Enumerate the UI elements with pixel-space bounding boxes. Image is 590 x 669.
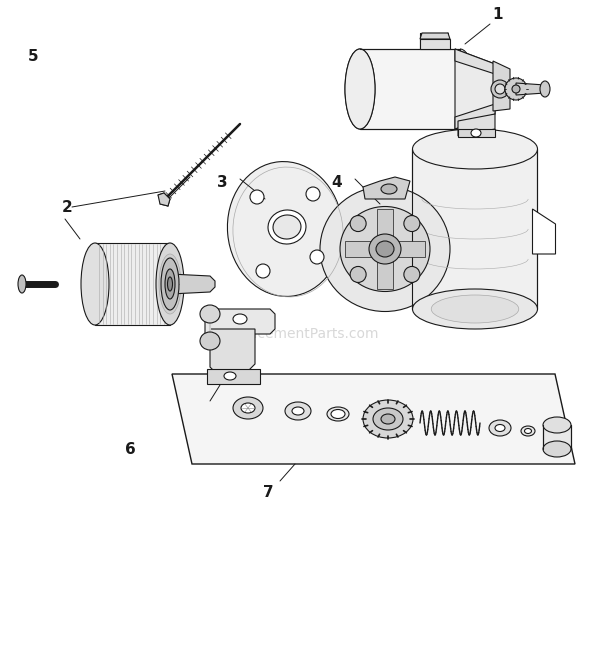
Polygon shape: [207, 369, 260, 384]
Ellipse shape: [381, 184, 397, 194]
Polygon shape: [455, 104, 495, 129]
Ellipse shape: [273, 215, 301, 239]
Polygon shape: [210, 329, 255, 374]
Polygon shape: [420, 33, 450, 39]
Ellipse shape: [543, 417, 571, 433]
Text: 3: 3: [217, 175, 228, 190]
Circle shape: [250, 190, 264, 204]
Polygon shape: [458, 114, 495, 136]
Circle shape: [404, 266, 420, 282]
Ellipse shape: [491, 80, 509, 98]
Ellipse shape: [505, 78, 527, 100]
Circle shape: [256, 264, 270, 278]
Polygon shape: [95, 243, 170, 325]
Ellipse shape: [168, 277, 172, 291]
Text: 2: 2: [62, 199, 73, 215]
Polygon shape: [158, 193, 170, 206]
Polygon shape: [170, 274, 215, 294]
Ellipse shape: [327, 407, 349, 421]
Ellipse shape: [345, 49, 375, 129]
Polygon shape: [205, 309, 275, 334]
Ellipse shape: [233, 397, 263, 419]
Ellipse shape: [431, 295, 519, 323]
Ellipse shape: [241, 403, 255, 413]
Polygon shape: [455, 49, 495, 129]
Polygon shape: [516, 83, 545, 95]
Ellipse shape: [412, 289, 537, 329]
Polygon shape: [543, 425, 571, 449]
Ellipse shape: [18, 275, 26, 293]
Ellipse shape: [495, 84, 505, 94]
Circle shape: [350, 266, 366, 282]
Ellipse shape: [345, 49, 375, 129]
Circle shape: [350, 215, 366, 231]
Polygon shape: [360, 49, 460, 129]
Polygon shape: [493, 61, 510, 111]
Ellipse shape: [156, 243, 184, 325]
Text: 5: 5: [28, 49, 38, 64]
Polygon shape: [420, 39, 450, 49]
Ellipse shape: [376, 241, 394, 257]
Ellipse shape: [81, 243, 109, 325]
Ellipse shape: [489, 420, 511, 436]
Polygon shape: [458, 129, 495, 137]
Polygon shape: [363, 177, 410, 199]
Ellipse shape: [165, 269, 175, 299]
Ellipse shape: [227, 162, 343, 296]
Text: 4: 4: [332, 175, 342, 190]
Ellipse shape: [268, 210, 306, 244]
Polygon shape: [455, 49, 495, 74]
Ellipse shape: [543, 441, 571, 457]
Ellipse shape: [331, 409, 345, 419]
Polygon shape: [412, 149, 537, 309]
Ellipse shape: [292, 407, 304, 415]
Ellipse shape: [381, 414, 395, 424]
Polygon shape: [377, 209, 393, 289]
Text: 6: 6: [125, 442, 136, 457]
Polygon shape: [533, 209, 556, 254]
Ellipse shape: [373, 408, 403, 430]
Ellipse shape: [233, 314, 247, 324]
Ellipse shape: [412, 129, 537, 169]
Circle shape: [306, 187, 320, 201]
Polygon shape: [172, 374, 575, 464]
Text: 1: 1: [492, 7, 503, 22]
Circle shape: [310, 250, 324, 264]
Polygon shape: [345, 241, 425, 257]
Circle shape: [404, 215, 420, 231]
Ellipse shape: [320, 187, 450, 312]
Ellipse shape: [495, 425, 505, 432]
Ellipse shape: [224, 372, 236, 380]
Ellipse shape: [200, 305, 220, 323]
Text: eReplacementParts.com: eReplacementParts.com: [211, 327, 379, 341]
Ellipse shape: [363, 400, 413, 438]
Ellipse shape: [471, 129, 481, 137]
Ellipse shape: [340, 207, 430, 292]
Ellipse shape: [159, 254, 181, 314]
Ellipse shape: [285, 402, 311, 420]
Ellipse shape: [512, 85, 520, 93]
Ellipse shape: [540, 81, 550, 97]
Text: 7: 7: [263, 485, 274, 500]
Ellipse shape: [525, 429, 532, 434]
Ellipse shape: [161, 258, 179, 310]
Ellipse shape: [521, 426, 535, 436]
Ellipse shape: [369, 234, 401, 264]
Ellipse shape: [200, 332, 220, 350]
